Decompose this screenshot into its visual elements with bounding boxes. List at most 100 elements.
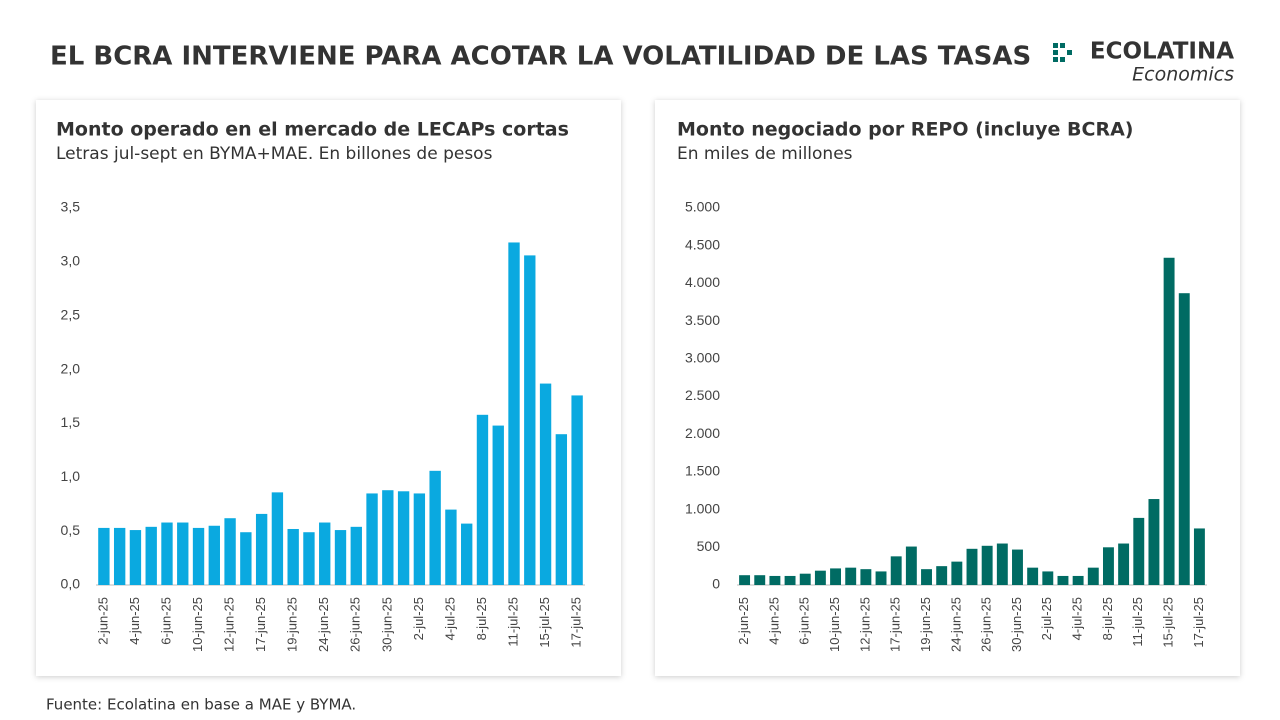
bar xyxy=(224,518,236,585)
bar xyxy=(875,571,887,585)
bar xyxy=(145,526,157,585)
bar xyxy=(1057,575,1069,585)
y-tick-label: 2.500 xyxy=(685,387,720,403)
x-tick-label: 24-jun-25 xyxy=(316,597,331,652)
bar xyxy=(1042,571,1054,585)
x-tick-label: 4-jul-25 xyxy=(442,597,457,640)
bar xyxy=(905,546,917,585)
logo-icon xyxy=(1053,43,1072,62)
x-tick-label: 2-jul-25 xyxy=(411,597,426,640)
x-tick-label: 6-jun-25 xyxy=(158,597,173,645)
bar xyxy=(1178,293,1190,585)
x-tick-label: 8-jul-25 xyxy=(474,597,489,640)
chart-subtitle: En miles de millones xyxy=(677,144,853,164)
x-tick-label: 8-jul-25 xyxy=(1100,597,1115,640)
bar xyxy=(508,242,520,585)
x-tick-label: 24-jun-25 xyxy=(948,597,963,652)
y-tick-label: 3.500 xyxy=(685,312,720,328)
bar xyxy=(739,575,751,585)
bar xyxy=(555,434,568,585)
bar xyxy=(334,530,347,585)
bar xyxy=(492,425,504,585)
bar xyxy=(1133,517,1145,585)
bar xyxy=(113,527,126,585)
bar xyxy=(890,556,902,585)
bar xyxy=(1118,543,1130,585)
x-tick-label: 4-jun-25 xyxy=(766,597,781,645)
y-tick-label: 2.000 xyxy=(685,425,720,441)
bar xyxy=(814,570,826,585)
x-tick-label: 10-jun-25 xyxy=(827,597,842,652)
chart-title: Monto operado en el mercado de LECAPs co… xyxy=(56,119,569,141)
bar xyxy=(366,493,378,585)
bar xyxy=(981,545,993,585)
bar xyxy=(830,568,842,585)
bar xyxy=(382,490,394,585)
bar xyxy=(754,575,766,585)
x-tick-label: 4-jun-25 xyxy=(127,597,142,645)
x-tick-label: 26-jun-25 xyxy=(348,597,363,652)
bar xyxy=(129,530,142,585)
bar xyxy=(1072,575,1084,585)
y-tick-label: 4.000 xyxy=(685,274,720,290)
x-tick-label: 17-jul-25 xyxy=(569,597,584,648)
logo-name: ECOLATINA xyxy=(1090,39,1234,65)
y-tick-label: 0,5 xyxy=(61,522,81,538)
panel xyxy=(655,100,1240,676)
y-tick-label: 4.500 xyxy=(685,236,720,252)
bar xyxy=(413,493,426,585)
bar xyxy=(951,561,963,585)
bar xyxy=(476,414,489,585)
bar xyxy=(319,522,331,585)
bar xyxy=(271,492,284,585)
bar xyxy=(571,395,583,585)
bar xyxy=(845,567,857,585)
y-tick-label: 1.500 xyxy=(685,463,720,479)
y-tick-label: 3,0 xyxy=(61,253,81,269)
x-tick-label: 30-jun-25 xyxy=(1009,597,1024,652)
bar xyxy=(784,575,796,585)
bar xyxy=(255,513,268,585)
bar xyxy=(799,573,811,585)
x-tick-label: 2-jun-25 xyxy=(95,597,110,645)
chart-title: Monto negociado por REPO (incluye BCRA) xyxy=(677,119,1133,141)
x-tick-label: 17-jun-25 xyxy=(888,597,903,652)
x-tick-label: 11-jul-25 xyxy=(1130,597,1145,647)
y-tick-label: 3,5 xyxy=(61,199,81,215)
bar xyxy=(524,255,536,585)
bar xyxy=(208,525,220,585)
bar xyxy=(303,532,315,585)
y-tick-label: 0 xyxy=(712,576,720,592)
y-tick-label: 1.000 xyxy=(685,500,720,516)
bar xyxy=(429,470,441,585)
bar xyxy=(287,528,299,585)
x-tick-label: 30-jun-25 xyxy=(379,597,394,652)
y-tick-label: 5.000 xyxy=(685,199,720,215)
logo-tagline: Economics xyxy=(1132,64,1234,86)
y-tick-label: 500 xyxy=(697,538,721,554)
x-tick-label: 19-jun-25 xyxy=(285,597,300,652)
x-tick-label: 10-jun-25 xyxy=(190,597,205,652)
x-tick-label: 17-jul-25 xyxy=(1191,597,1206,648)
x-tick-label: 11-jul-25 xyxy=(505,597,520,647)
slide-title: EL BCRA INTERVIENE PARA ACOTAR LA VOLATI… xyxy=(50,42,1031,72)
bar xyxy=(1087,567,1099,585)
chart-subtitle: Letras jul-sept en BYMA+MAE. En billones… xyxy=(56,144,493,164)
bar xyxy=(350,526,362,585)
bar xyxy=(966,548,978,585)
bar xyxy=(161,522,173,585)
x-tick-label: 4-jul-25 xyxy=(1070,597,1085,640)
bar xyxy=(177,522,189,585)
bar xyxy=(1012,549,1023,585)
x-tick-label: 26-jun-25 xyxy=(979,597,994,652)
x-tick-label: 17-jun-25 xyxy=(253,597,268,652)
bar xyxy=(921,569,932,585)
y-tick-label: 1,0 xyxy=(61,468,81,484)
x-tick-label: 15-jul-25 xyxy=(537,597,552,648)
bar xyxy=(1148,499,1160,585)
bar xyxy=(192,527,205,585)
x-tick-label: 12-jun-25 xyxy=(857,597,872,652)
footer-source: Fuente: Ecolatina en base a MAE y BYMA. xyxy=(46,696,356,714)
x-tick-label: 2-jun-25 xyxy=(736,597,751,645)
